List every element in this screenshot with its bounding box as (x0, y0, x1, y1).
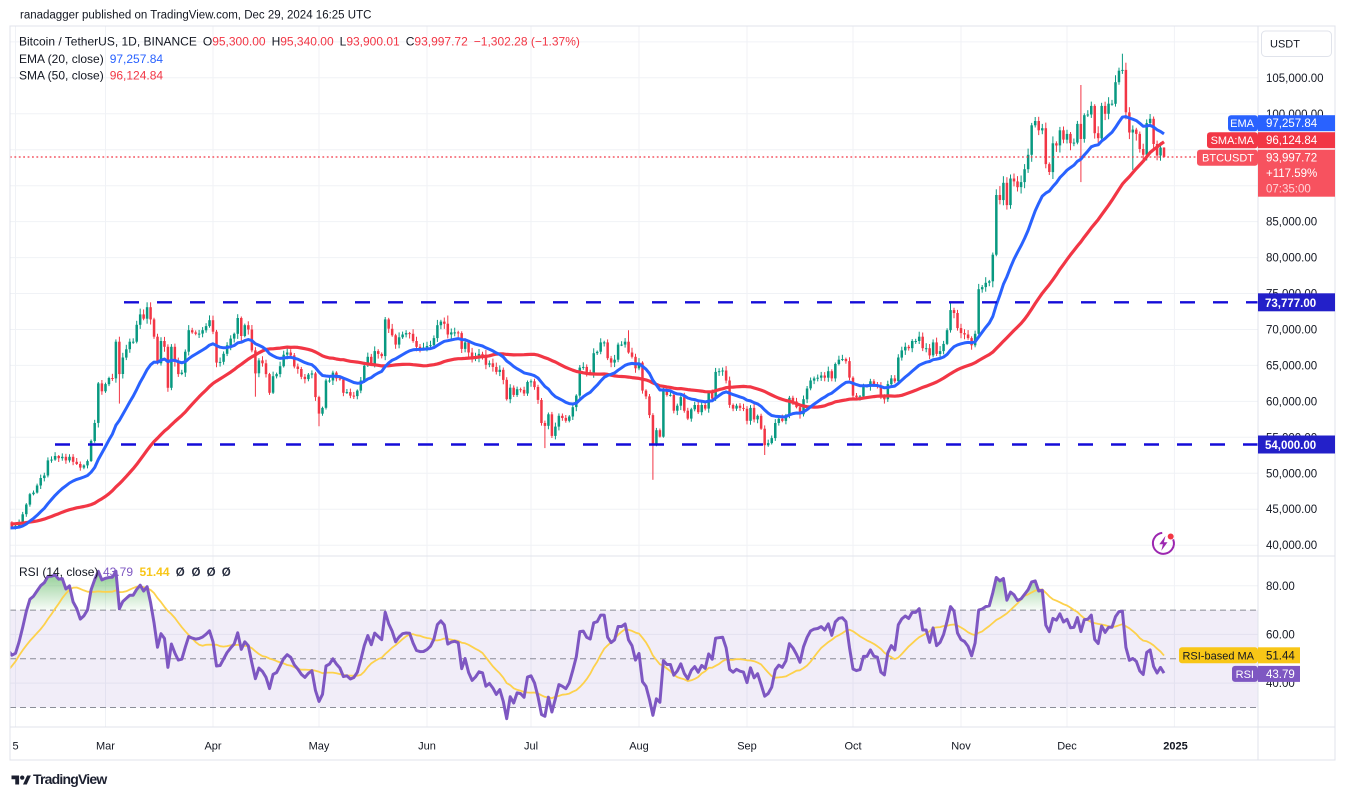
svg-text:Jun: Jun (418, 741, 436, 753)
svg-text:97,257.84: 97,257.84 (1266, 118, 1318, 130)
svg-text:51.44: 51.44 (1266, 650, 1295, 662)
svg-text:65,000.00: 65,000.00 (1266, 360, 1317, 372)
svg-text:Apr: Apr (204, 741, 221, 753)
svg-text:Ø: Ø (207, 567, 216, 579)
svg-text:43.79: 43.79 (103, 565, 133, 579)
svg-text:EMA (20, close) 97,257.84: EMA (20, close) 97,257.84 (19, 52, 163, 66)
svg-text:RSI-based MA: RSI-based MA (1182, 650, 1254, 662)
svg-text:RSI (14, close): RSI (14, close) (19, 565, 98, 579)
svg-text:Oct: Oct (844, 741, 861, 753)
svg-text:Mar: Mar (96, 741, 115, 753)
svg-text:Sep: Sep (737, 741, 757, 753)
svg-text:Ø: Ø (176, 567, 185, 579)
svg-text:May: May (309, 741, 330, 753)
svg-text:RSI: RSI (1236, 669, 1254, 681)
svg-text:70,000.00: 70,000.00 (1266, 325, 1317, 337)
svg-text:105,000.00: 105,000.00 (1266, 73, 1324, 85)
svg-text:5: 5 (12, 741, 18, 753)
svg-text:60.00: 60.00 (1266, 629, 1295, 641)
svg-text:Dec: Dec (1057, 741, 1077, 753)
svg-text:51.44: 51.44 (140, 565, 170, 579)
svg-text:80,000.00: 80,000.00 (1266, 253, 1317, 265)
svg-text:Ø: Ø (222, 567, 231, 579)
svg-text:USDT: USDT (1270, 39, 1300, 51)
svg-text:+117.59%: +117.59% (1266, 168, 1317, 180)
svg-text:73,777.00: 73,777.00 (1265, 298, 1316, 310)
svg-text:54,000.00: 54,000.00 (1265, 440, 1316, 452)
svg-text:50,000.00: 50,000.00 (1266, 468, 1317, 480)
svg-text:Aug: Aug (629, 741, 649, 753)
svg-text:60,000.00: 60,000.00 (1266, 396, 1317, 408)
svg-text:ranadagger published on Tradin: ranadagger published on TradingView.com,… (20, 10, 371, 22)
svg-text:BTCUSDT: BTCUSDT (1202, 153, 1254, 165)
svg-text:40,000.00: 40,000.00 (1266, 540, 1317, 552)
svg-text:Jul: Jul (524, 741, 538, 753)
svg-text:2025: 2025 (1163, 741, 1187, 753)
svg-text:TradingView: TradingView (33, 771, 107, 787)
svg-text:SMA (50, close) 96,124.84: SMA (50, close) 96,124.84 (19, 69, 163, 83)
svg-text:45,000.00: 45,000.00 (1266, 504, 1317, 516)
svg-text:SMA:MA: SMA:MA (1211, 135, 1255, 147)
svg-text:EMA: EMA (1230, 118, 1255, 130)
svg-text:43.79: 43.79 (1266, 669, 1295, 681)
svg-text:85,000.00: 85,000.00 (1266, 217, 1317, 229)
svg-text:Nov: Nov (951, 741, 971, 753)
svg-text:93,997.72: 93,997.72 (1266, 153, 1317, 165)
svg-text:Ø: Ø (192, 567, 201, 579)
svg-text:07:35:00: 07:35:00 (1266, 184, 1311, 196)
svg-text:96,124.84: 96,124.84 (1266, 135, 1318, 147)
svg-text:80.00: 80.00 (1266, 581, 1295, 593)
svg-text:Bitcoin / TetherUS, 1D, BINANC: Bitcoin / TetherUS, 1D, BINANCE O95,300.… (19, 35, 580, 49)
